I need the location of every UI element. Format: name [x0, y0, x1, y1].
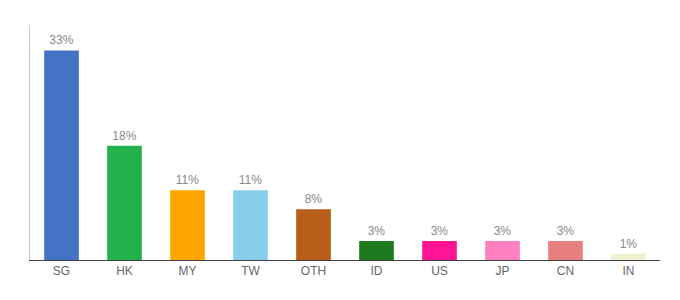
svg-text:MY: MY — [179, 264, 197, 278]
svg-text:11%: 11% — [176, 173, 199, 187]
svg-text:ID: ID — [371, 264, 383, 278]
svg-text:TW: TW — [241, 264, 260, 278]
svg-text:8%: 8% — [305, 192, 323, 206]
svg-text:3%: 3% — [557, 224, 575, 238]
svg-text:JP: JP — [495, 264, 509, 278]
svg-text:OTH: OTH — [301, 264, 326, 278]
svg-text:33%: 33% — [49, 33, 73, 47]
svg-text:CN: CN — [557, 264, 574, 278]
svg-text:HK: HK — [116, 264, 133, 278]
svg-text:SG: SG — [53, 264, 70, 278]
svg-text:IN: IN — [623, 264, 635, 278]
svg-text:3%: 3% — [494, 224, 512, 238]
svg-text:18%: 18% — [112, 129, 136, 143]
svg-text:3%: 3% — [431, 224, 449, 238]
svg-text:3%: 3% — [368, 224, 386, 238]
svg-text:11%: 11% — [239, 173, 262, 187]
svg-text:1%: 1% — [620, 237, 638, 251]
svg-text:US: US — [431, 264, 448, 278]
